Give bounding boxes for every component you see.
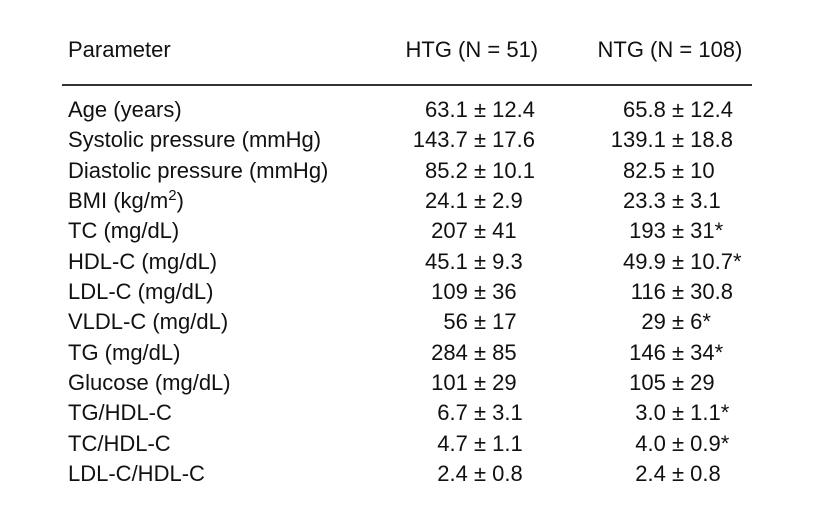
value-cell: 65.8 ± 12.4 <box>623 97 733 122</box>
value-cell: 23.3 ± 3.1 <box>623 187 721 213</box>
value-cell: 143.7 ± 17.6 <box>412 127 535 153</box>
parameter-name: TG/HDL-C <box>68 400 172 426</box>
header-rule <box>62 84 752 86</box>
value-cell: 6.7 ± 3.1 <box>437 400 523 426</box>
value-cell: 4.0 ± 0.9* <box>635 430 730 456</box>
value-cell: 139.1 ± 18.8 <box>610 127 733 153</box>
header-group: HTG (N = 51) <box>405 37 539 62</box>
parameter-name: TC (mg/dL) <box>68 218 180 244</box>
parameter-name: Age (years) <box>68 97 182 122</box>
value-cell: 3.0 ± 1.1* <box>635 400 730 426</box>
parameter-name: HDL-C (mg/dL) <box>68 248 218 274</box>
parameter-name: LDL-C (mg/dL) <box>68 278 214 304</box>
value-cell: 63.1 ± 12.4 <box>425 97 535 122</box>
value-cell: 101 ± 29 <box>431 369 517 395</box>
value-cell: 29 ± 6* <box>641 309 711 335</box>
parameter-name: Glucose (mg/dL) <box>68 369 231 395</box>
parameter-name: BMI (kg/m2) <box>68 188 184 214</box>
value-cell: 109 ± 36 <box>431 278 517 304</box>
value-cell: 2.4 ± 0.8 <box>437 460 523 486</box>
header-parameter: Parameter <box>68 37 171 62</box>
header-group: NTG (N = 108) <box>597 37 743 62</box>
parameter-name: TG (mg/dL) <box>68 339 181 365</box>
value-cell: 193 ± 31* <box>629 218 724 244</box>
value-cell: 45.1 ± 9.3 <box>425 248 523 274</box>
value-cell: 24.1 ± 2.9 <box>425 187 523 213</box>
value-cell: 284 ± 85 <box>431 339 517 365</box>
parameter-name: VLDL-C (mg/dL) <box>68 309 229 335</box>
value-cell: 56 ± 17 <box>443 309 517 335</box>
value-cell: 82.5 ± 10 <box>623 157 715 183</box>
value-cell: 146 ± 34* <box>629 339 724 365</box>
parameter-name: LDL-C/HDL-C <box>68 460 205 486</box>
parameter-name: Systolic pressure (mmHg) <box>68 127 322 153</box>
value-cell: 207 ± 41 <box>431 218 517 244</box>
parameter-name: TC/HDL-C <box>68 430 171 456</box>
value-cell: 2.4 ± 0.8 <box>635 460 721 486</box>
superscript: 2 <box>168 186 177 204</box>
value-cell: 4.7 ± 1.1 <box>437 430 523 456</box>
value-cell: 49.9 ± 10.7* <box>623 248 742 274</box>
value-cell: 116 ± 30.8 <box>630 278 733 304</box>
value-cell: 85.2 ± 10.1 <box>425 157 535 183</box>
value-cell: 105 ± 29 <box>629 369 715 395</box>
parameter-name: Diastolic pressure (mmHg) <box>68 157 329 183</box>
label-part: BMI (kg/m <box>68 187 169 213</box>
label-part: ) <box>176 187 184 213</box>
